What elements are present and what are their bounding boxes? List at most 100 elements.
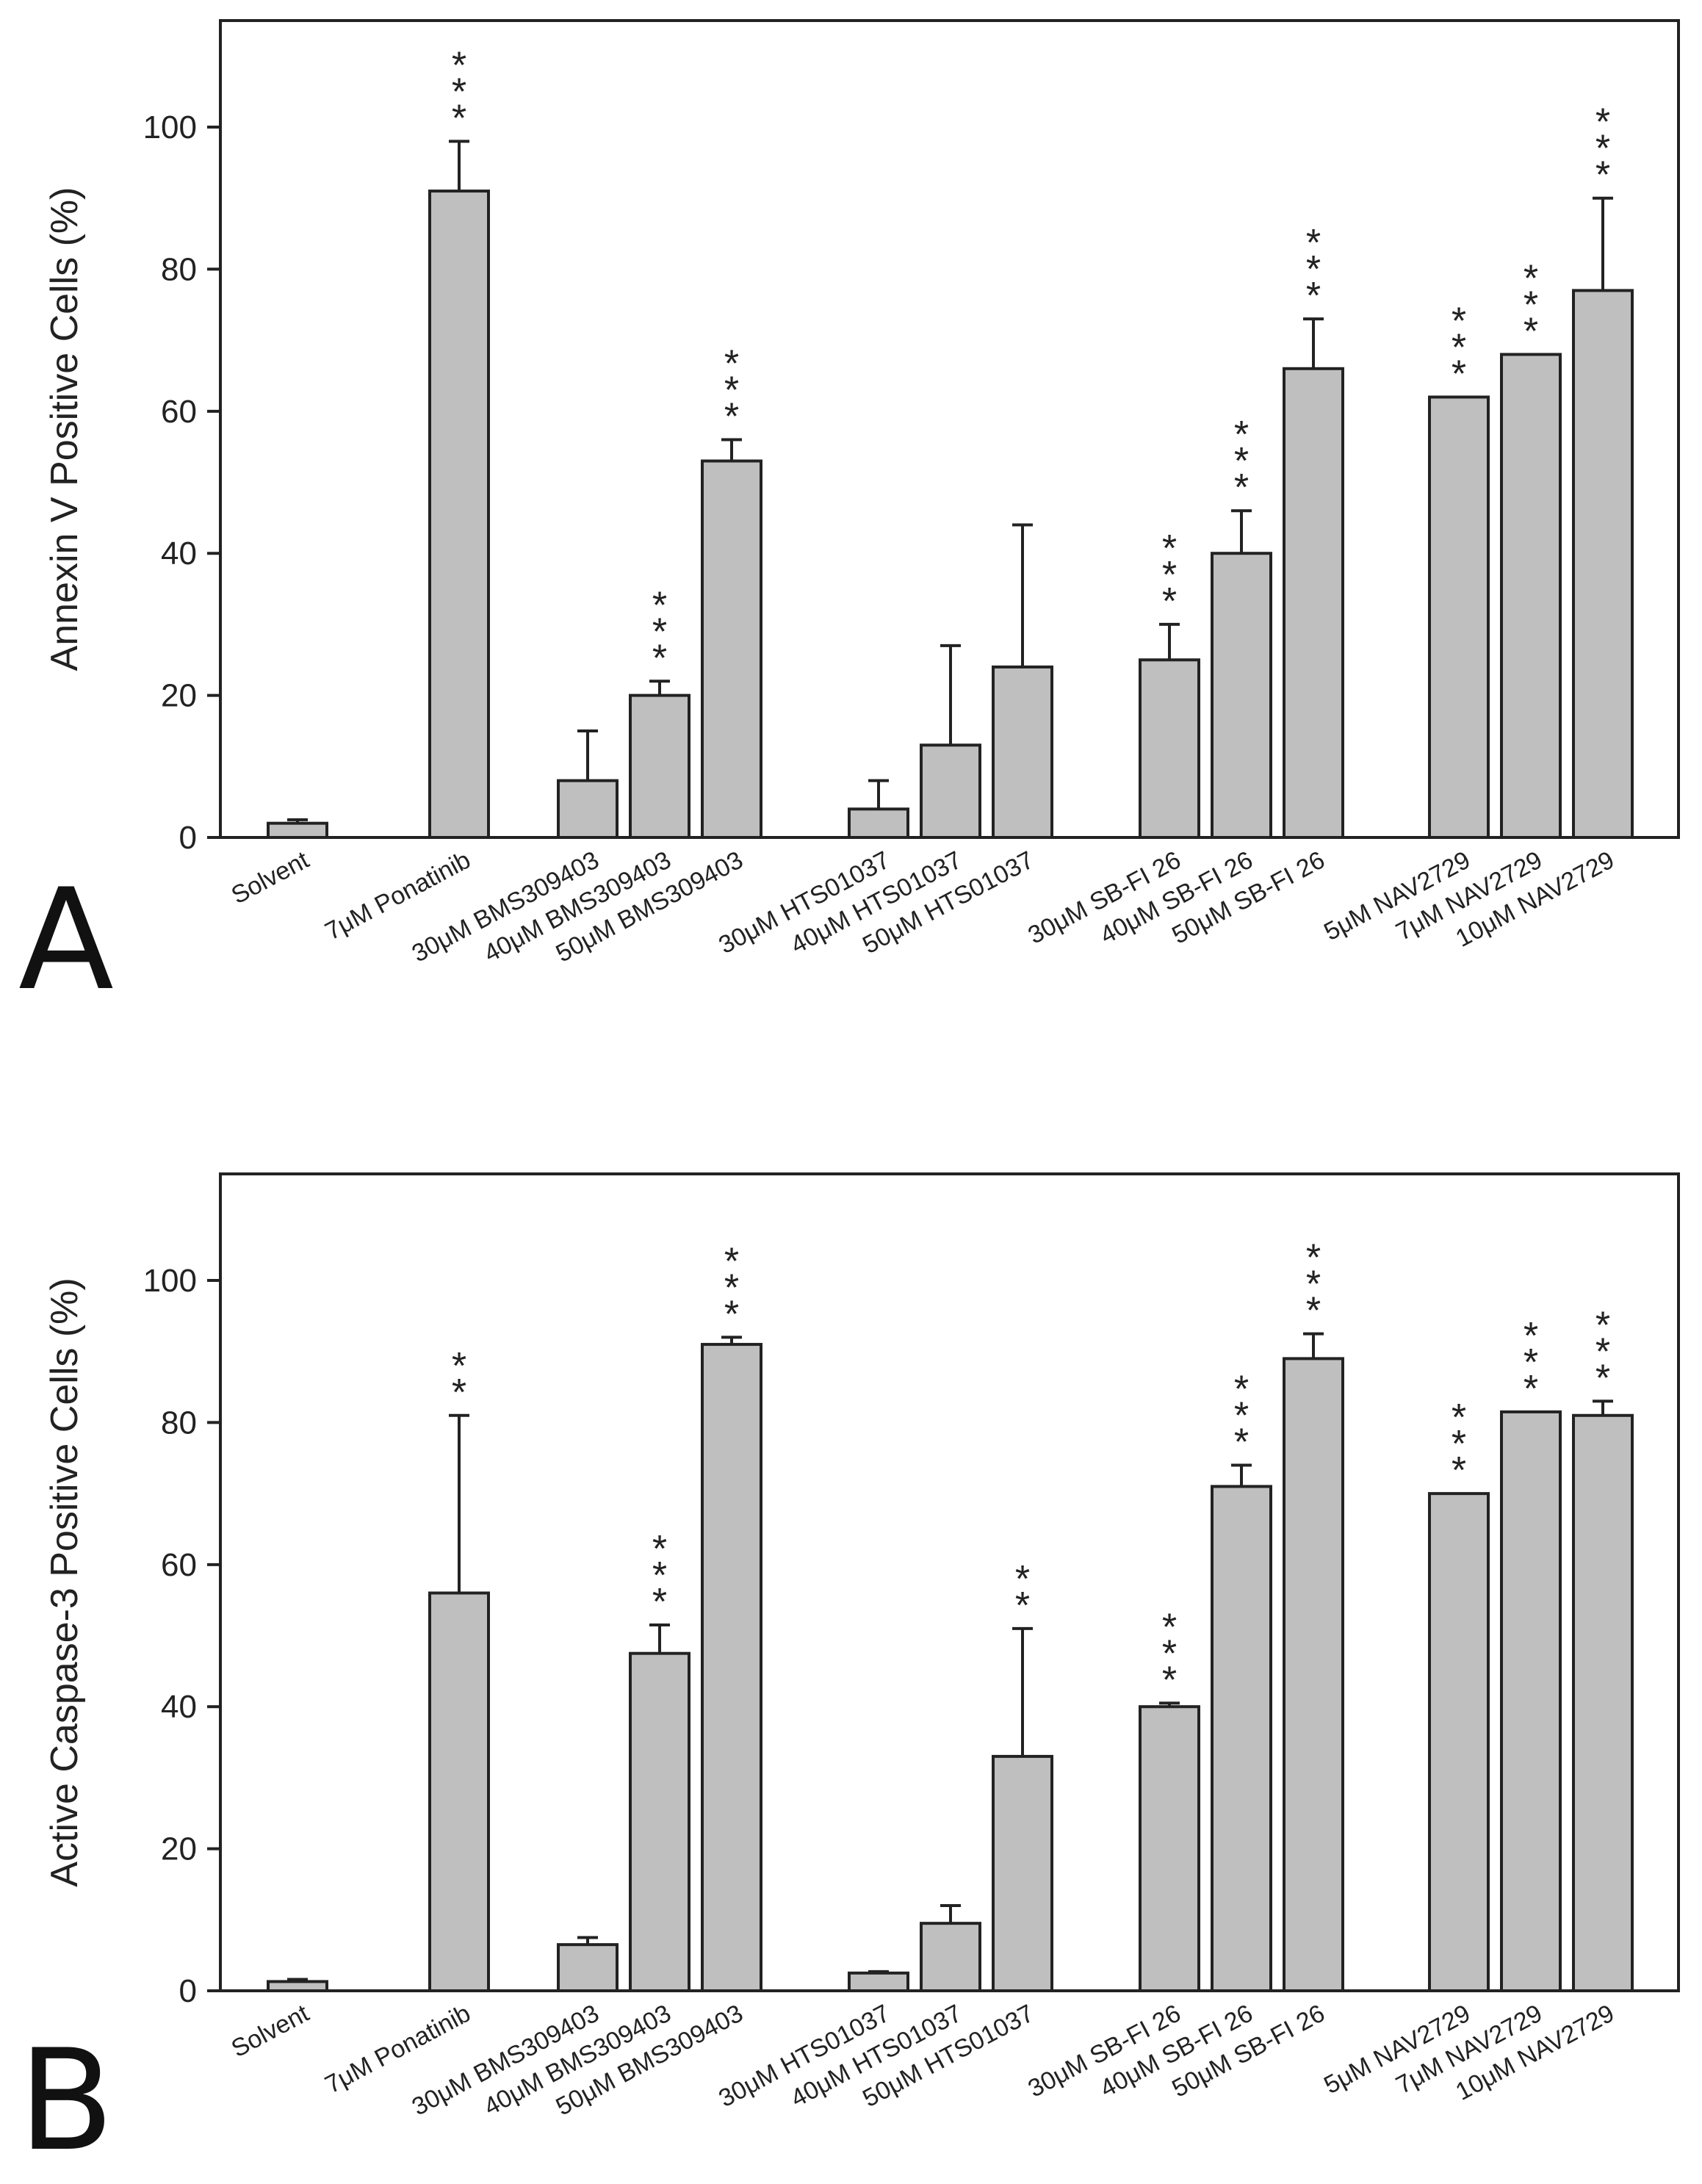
significance-star: * <box>1234 414 1249 456</box>
y-tick-label: 100 <box>143 109 197 145</box>
bar <box>1283 1357 1344 1992</box>
bar <box>1283 367 1344 839</box>
significance-star: * <box>1452 326 1466 369</box>
y-tick-label: 0 <box>179 820 197 856</box>
panel-letter: B <box>18 2019 114 2182</box>
significance-star: * <box>1523 1341 1538 1384</box>
significance-star: * <box>1523 257 1538 300</box>
bar <box>848 1971 909 1992</box>
significance-star: * <box>1306 1264 1321 1306</box>
bar <box>629 1651 690 1993</box>
bar <box>920 1922 981 1993</box>
significance-star: * <box>724 396 739 439</box>
bar <box>267 1980 328 1992</box>
significance-star: * <box>1162 1659 1177 1701</box>
bar <box>428 190 490 839</box>
y-tick-label: 40 <box>161 1689 197 1725</box>
significance-star: * <box>724 1266 739 1309</box>
significance-star: * <box>652 610 667 653</box>
significance-star: * <box>1595 1357 1610 1399</box>
significance-star: * <box>1595 154 1610 197</box>
bar <box>992 665 1053 839</box>
significance-star: * <box>1452 1396 1466 1439</box>
significance-star: * <box>652 1554 667 1597</box>
bar <box>701 1343 762 1992</box>
bar <box>1211 1485 1272 1992</box>
bar <box>428 1591 490 1992</box>
significance-star: * <box>652 584 667 627</box>
significance-star: * <box>1234 1421 1249 1463</box>
significance-star: * <box>724 1293 739 1336</box>
significance-star: * <box>1162 527 1177 570</box>
x-tick-label: Solvent <box>227 1999 314 2063</box>
significance-star: * <box>652 1528 667 1571</box>
y-axis-label: Active Caspase-3 Positive Cells (%) <box>43 1277 86 1886</box>
bar <box>1139 658 1200 839</box>
y-tick-label: 60 <box>161 394 197 430</box>
bar <box>848 807 909 840</box>
significance-star: * <box>1452 1423 1466 1466</box>
bar <box>1428 1492 1490 1992</box>
significance-star: * <box>452 97 466 140</box>
significance-star: * <box>1523 310 1538 353</box>
bar <box>1500 1410 1562 1992</box>
y-tick-label: 100 <box>143 1263 197 1299</box>
significance-star: * <box>652 1581 667 1623</box>
significance-star: * <box>1595 1330 1610 1373</box>
significance-star: * <box>1306 1237 1321 1280</box>
bar <box>701 459 762 839</box>
significance-star: * <box>1523 1315 1538 1358</box>
significance-star: * <box>1452 353 1466 395</box>
y-axis-label: Annexin V Positive Cells (%) <box>43 187 86 671</box>
y-tick-label: 80 <box>161 1405 197 1441</box>
bar <box>557 779 619 839</box>
bar <box>629 693 690 840</box>
bar <box>267 821 328 840</box>
y-tick-label: 20 <box>161 1831 197 1867</box>
significance-star: * <box>452 1372 466 1414</box>
significance-star: * <box>652 637 667 680</box>
significance-star: * <box>1162 1606 1177 1648</box>
significance-star: * <box>1015 1585 1030 1627</box>
y-tick-label: 40 <box>161 536 197 572</box>
chart-panel-b: 0 20 40 60 80 100 Active Caspase-3 Positive Ce… <box>18 1172 1680 2182</box>
significance-star: * <box>1234 466 1249 509</box>
significance-star: * <box>724 370 739 412</box>
significance-star: * <box>1162 580 1177 623</box>
bar <box>992 1754 1053 1992</box>
significance-star: * <box>1595 1304 1610 1347</box>
significance-star: * <box>1595 128 1610 170</box>
significance-star: * <box>1234 1368 1249 1410</box>
significance-star: * <box>1523 1368 1538 1410</box>
significance-star: * <box>1306 248 1321 291</box>
significance-star: * <box>1452 1449 1466 1492</box>
bar <box>1572 289 1634 839</box>
significance-star: * <box>1162 554 1177 597</box>
significance-star: * <box>1306 222 1321 264</box>
significance-star: * <box>724 343 739 386</box>
bar <box>920 743 981 839</box>
significance-star: * <box>452 44 466 87</box>
bar <box>557 1943 619 1992</box>
significance-star: * <box>1015 1558 1030 1601</box>
significance-star: * <box>452 71 466 113</box>
bar <box>1428 395 1490 839</box>
significance-star: * <box>1234 440 1249 483</box>
significance-star: * <box>724 1240 739 1283</box>
y-tick-label: 60 <box>161 1547 197 1583</box>
significance-star: * <box>1452 300 1466 342</box>
significance-star: * <box>1306 275 1321 317</box>
chart-panel-a: 0 20 40 60 80 100 Annexin V Positive Cells (%)… <box>18 19 1680 1021</box>
significance-star: * <box>452 1345 466 1388</box>
x-tick-label: Solvent <box>227 846 314 909</box>
panel-letter: A <box>18 859 114 1021</box>
significance-star: * <box>1162 1632 1177 1675</box>
significance-star: * <box>1306 1290 1321 1333</box>
significance-star: * <box>1523 284 1538 326</box>
significance-star: * <box>1595 101 1610 144</box>
bar <box>1139 1705 1200 1993</box>
y-tick-label: 0 <box>179 1973 197 2009</box>
bar <box>1500 353 1562 840</box>
y-tick-label: 20 <box>161 678 197 714</box>
bar <box>1211 552 1272 840</box>
